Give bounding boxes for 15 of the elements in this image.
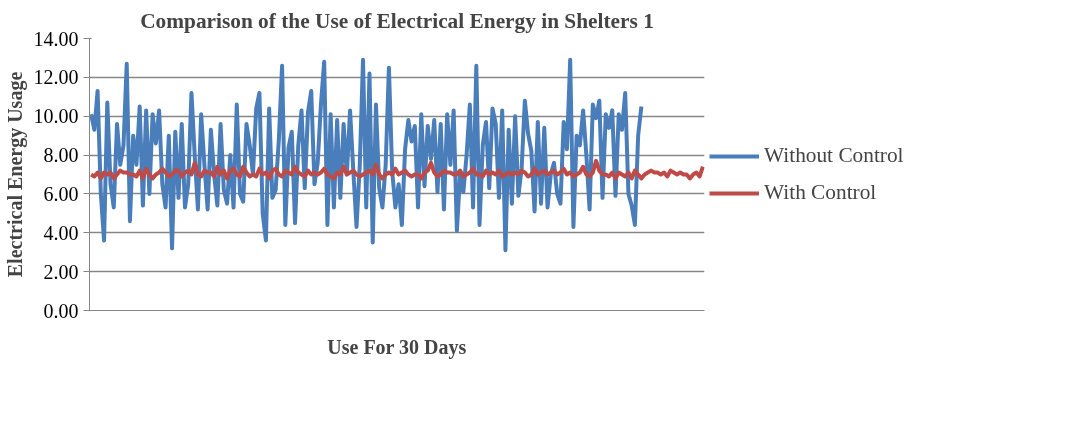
y-tick-label: 10.00 — [33, 105, 79, 128]
y-tick-label: 12.00 — [33, 66, 79, 89]
y-tick-label: 6.00 — [43, 182, 79, 205]
line-series — [89, 158, 705, 181]
y-tick-label: 8.00 — [43, 144, 79, 167]
y-tick-label: 4.00 — [43, 221, 79, 244]
legend-label: With Control — [764, 180, 877, 205]
x-axis-title: Use For 30 Days — [327, 335, 467, 359]
chart-title: Comparison of the Use of Electrical Energy in Shelters 1 — [140, 8, 654, 33]
y-axis-title: Electrical Energy Usage — [3, 71, 27, 278]
y-tick-label: 0.00 — [43, 299, 79, 322]
line-series — [89, 57, 644, 253]
y-tick-label: 2.00 — [43, 260, 79, 283]
legend-label: Without Control — [764, 143, 904, 168]
y-tick-label: 14.00 — [33, 27, 79, 50]
